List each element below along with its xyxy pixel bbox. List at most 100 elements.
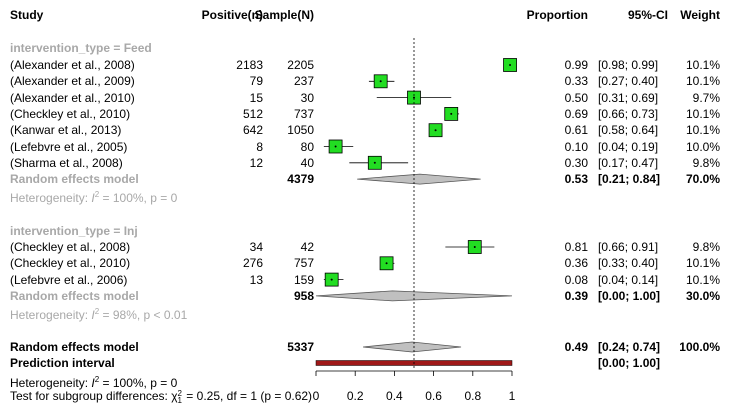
pooled-ci: [0.21; 0.84]	[598, 172, 661, 187]
subgroup-test: Test for subgroup differences: χ2 1 = 0.2…	[10, 388, 313, 405]
x-tick-label: 0	[312, 389, 320, 403]
proportion-value: 0.08	[564, 272, 588, 287]
proportion-value: 0.36	[564, 256, 588, 271]
pooled-sample: 958	[293, 288, 314, 303]
prediction-interval-label: Prediction interval	[10, 356, 115, 370]
pooled-proportion: 0.39	[564, 288, 588, 303]
study-point	[413, 96, 415, 99]
study-name: (Kanwar et al., 2013)	[10, 123, 122, 138]
subgroup-label: intervention_type = Inj	[10, 224, 138, 238]
study-point	[373, 161, 376, 164]
positive-count: 12	[249, 155, 263, 170]
x-tick-label: 0.6	[425, 389, 442, 403]
subgroup-label: intervention_type = Feed	[10, 41, 152, 55]
overall-ci: [0.24; 0.74]	[598, 340, 661, 354]
pooled-proportion: 0.53	[564, 172, 588, 187]
proportion-value: 0.50	[564, 90, 588, 105]
prediction-ci: [0.00; 1.00]	[598, 356, 661, 370]
positive-count: 512	[242, 106, 263, 121]
weight-value: 9.8%	[692, 240, 720, 254]
proportion-value: 0.33	[564, 74, 588, 89]
proportion-value: 0.99	[564, 58, 588, 72]
sample-count: 40	[300, 155, 314, 170]
study-point	[473, 246, 476, 248]
study-name: (Checkley et al., 2010)	[10, 256, 131, 271]
subgroup-random-effects-label: Random effects model	[10, 288, 139, 303]
study-name: (Alexander et al., 2008)	[10, 58, 135, 72]
study-name: (Lefebvre et al., 2005)	[10, 139, 128, 154]
subgroup-diamond	[357, 173, 481, 185]
positive-count: 276	[242, 256, 263, 271]
weight-value: 9.8%	[692, 155, 720, 170]
overall-weight: 100.0%	[679, 340, 720, 354]
weight-value: 10.1%	[685, 256, 720, 271]
positive-count: 79	[249, 74, 263, 89]
ci-value: [0.98; 0.99]	[598, 58, 659, 72]
header-ci: 95%-CI	[627, 8, 668, 22]
proportion-value: 0.69	[564, 106, 588, 121]
study-point	[385, 262, 388, 265]
study-name: (Checkley et al., 2008)	[10, 240, 131, 254]
x-tick-label: 0.2	[346, 389, 364, 403]
overall-sample: 5337	[287, 340, 314, 354]
x-tick-label: 0.4	[386, 389, 403, 403]
study-name: (Alexander et al., 2010)	[10, 90, 135, 105]
overall-random-effects-label: Random effects model	[10, 340, 139, 354]
proportion-value: 0.10	[564, 139, 588, 154]
pooled-ci: [0.00; 1.00]	[598, 288, 661, 303]
sample-count: 2205	[287, 58, 314, 72]
weight-value: 10.1%	[685, 123, 720, 138]
sample-count: 30	[300, 90, 314, 105]
study-point	[334, 145, 337, 148]
pooled-weight: 70.0%	[685, 172, 720, 187]
header-study: Study	[10, 8, 44, 22]
ci-value: [0.27; 0.40]	[598, 74, 659, 89]
sample-count: 80	[300, 139, 314, 154]
subgroup-heterogeneity: Heterogeneity: I2 = 98%, p < 0.01	[10, 307, 188, 323]
weight-value: 10.0%	[685, 139, 720, 154]
sample-count: 237	[293, 74, 314, 89]
ci-value: [0.66; 0.73]	[598, 106, 659, 121]
sample-count: 1050	[287, 123, 314, 138]
ci-value: [0.31; 0.69]	[598, 90, 659, 105]
weight-value: 10.1%	[685, 272, 720, 287]
ci-value: [0.04; 0.14]	[598, 272, 659, 287]
overall-diamond	[362, 341, 462, 353]
study-point	[509, 64, 512, 66]
proportion-value: 0.61	[564, 123, 588, 138]
weight-value: 10.1%	[685, 106, 720, 121]
positive-count: 15	[249, 90, 263, 105]
subgroup-heterogeneity: Heterogeneity: I2 = 100%, p = 0	[10, 190, 178, 206]
header-positive: Positive(n)	[201, 8, 263, 22]
header-sample: Sample(N)	[254, 8, 314, 22]
positive-count: 34	[249, 240, 263, 254]
sample-count: 757	[293, 256, 314, 271]
positive-count: 13	[249, 272, 263, 287]
header-proportion: Proportion	[526, 8, 588, 22]
x-tick-label: 1	[508, 389, 516, 403]
study-name: (Lefebvre et al., 2006)	[10, 272, 128, 287]
overall-heterogeneity: Heterogeneity: I2 = 100%, p = 0	[10, 375, 178, 390]
ci-value: [0.17; 0.47]	[598, 155, 659, 170]
pooled-sample: 4379	[287, 172, 314, 187]
sample-count: 42	[300, 240, 314, 254]
weight-value: 10.1%	[685, 74, 720, 89]
study-point	[379, 80, 382, 83]
positive-count: 642	[242, 123, 263, 138]
study-point	[434, 129, 437, 132]
study-point	[450, 112, 453, 115]
proportion-value: 0.30	[564, 155, 588, 170]
positive-count: 2183	[236, 58, 263, 72]
weight-value: 10.1%	[685, 58, 720, 72]
ci-value: [0.33; 0.40]	[598, 256, 659, 271]
pooled-weight: 30.0%	[685, 288, 720, 303]
positive-count: 8	[256, 139, 263, 154]
proportion-value: 0.81	[564, 240, 588, 254]
x-tick-label: 0.8	[464, 389, 482, 403]
study-point	[330, 278, 333, 281]
study-name: (Alexander et al., 2009)	[10, 74, 135, 89]
header-weight: Weight	[680, 8, 720, 22]
ci-value: [0.58; 0.64]	[598, 123, 659, 138]
study-name: (Sharma et al., 2008)	[10, 155, 123, 170]
